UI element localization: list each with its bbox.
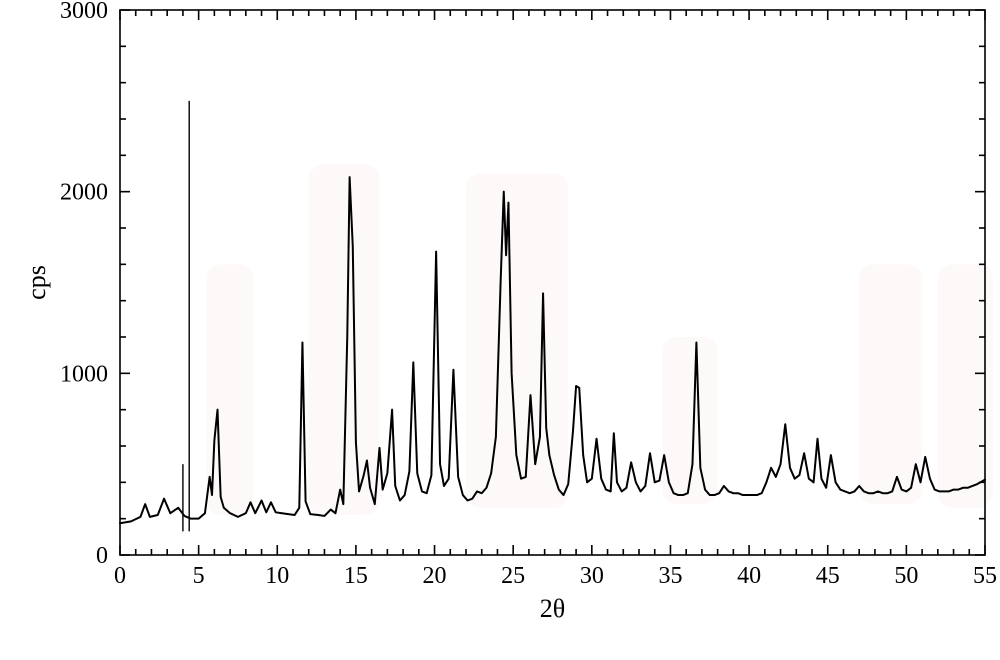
y-tick-label: 0 [96, 543, 108, 569]
x-tick-label: 30 [580, 563, 604, 589]
x-tick-label: 35 [658, 563, 682, 589]
x-tick-label: 15 [344, 563, 368, 589]
x-tick-label: 20 [423, 563, 447, 589]
y-tick-label: 2000 [60, 180, 108, 206]
x-tick-label: 5 [193, 563, 205, 589]
xrd-chart: 0 5 10 15 20 25 30 35 40 45 50 55 0 1000 2000 3000 2θ cps [0, 0, 1000, 660]
x-axis-label: 2θ [540, 594, 565, 623]
y-tick-label: 3000 [60, 0, 108, 24]
x-tick-label: 55 [973, 563, 997, 589]
x-tick-label: 40 [737, 563, 761, 589]
x-tick-label: 0 [114, 563, 126, 589]
y-axis-label: cps [22, 265, 51, 300]
x-tick-label: 45 [816, 563, 840, 589]
y-tick-label: 1000 [60, 361, 108, 387]
x-tick-label: 50 [894, 563, 918, 589]
x-tick-label: 25 [501, 563, 525, 589]
x-tick-label: 10 [265, 563, 289, 589]
